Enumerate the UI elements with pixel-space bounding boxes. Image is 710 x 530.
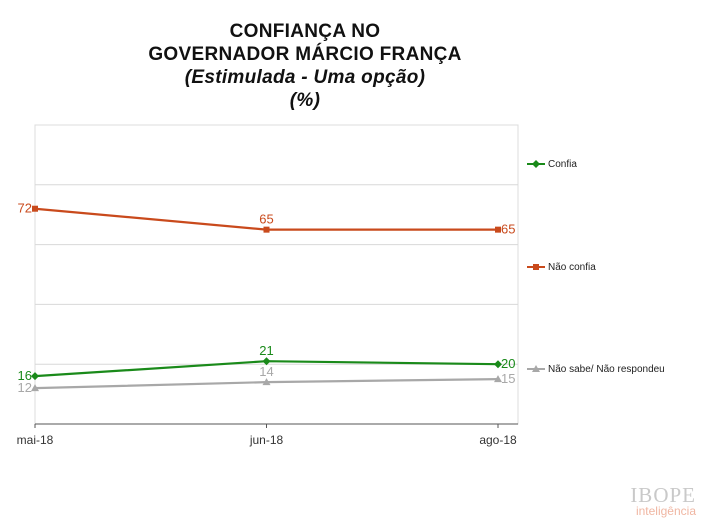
logo-brand: IBOPE <box>630 483 696 507</box>
data-point <box>32 205 38 212</box>
data-label: 12 <box>18 380 32 395</box>
data-label: 14 <box>259 364 273 379</box>
chart-title: CONFIANÇA NO GOVERNADOR MÁRCIO FRANÇA (E… <box>0 20 610 112</box>
ibope-logo: IBOPE inteligência <box>630 484 696 518</box>
data-point <box>31 372 39 381</box>
legend-label: Confia <box>548 159 577 170</box>
data-point <box>31 384 39 392</box>
x-tick-label: jun-18 <box>249 433 284 447</box>
data-label: 15 <box>501 371 515 386</box>
data-point <box>263 226 270 233</box>
data-label: 16 <box>18 368 32 383</box>
data-point <box>494 360 502 369</box>
data-point <box>532 160 540 168</box>
data-label: 65 <box>259 212 273 227</box>
legend-label: Não sabe/ Não respondeu <box>548 364 665 375</box>
data-point <box>495 226 501 233</box>
data-point <box>532 365 540 372</box>
legend-label: Não confia <box>548 262 596 273</box>
title-line-1: CONFIANÇA NO <box>229 21 381 42</box>
data-point <box>494 375 502 383</box>
data-label: 21 <box>259 343 273 358</box>
unit-label: (%) <box>289 90 321 111</box>
data-point <box>262 378 271 386</box>
logo-subtitle: inteligência <box>635 504 696 518</box>
data-point <box>533 264 539 270</box>
data-label: 72 <box>18 201 32 216</box>
data-point <box>262 357 271 366</box>
title-line-2: GOVERNADOR MÁRCIO FRANÇA <box>148 44 462 65</box>
x-tick-label: ago-18 <box>479 433 517 447</box>
chart-subtitle: (Estimulada - Uma opção) <box>184 67 426 88</box>
data-label: 20 <box>501 356 515 371</box>
x-tick-label: mai-18 <box>17 433 54 447</box>
data-label: 65 <box>501 222 515 237</box>
